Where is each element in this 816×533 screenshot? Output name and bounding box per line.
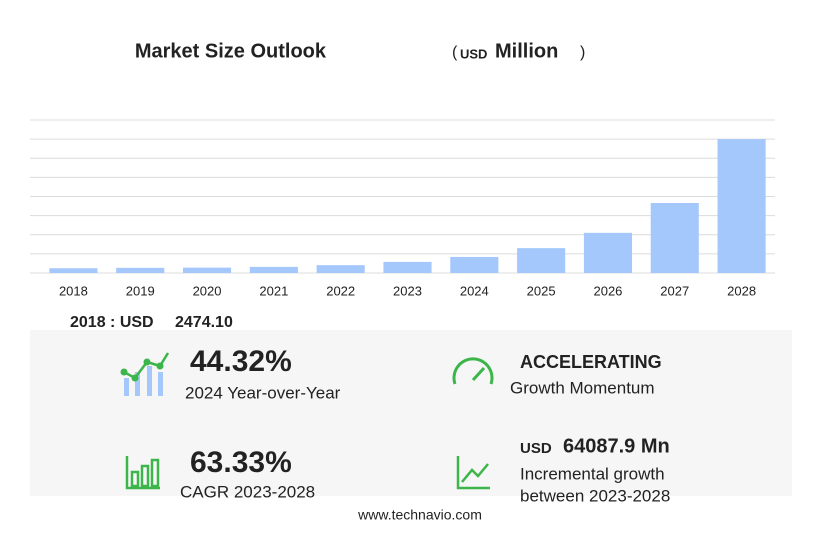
- unit-currency: USD: [460, 46, 487, 61]
- x-tick-label: 2018: [59, 283, 88, 298]
- x-tick-label: 2028: [727, 283, 756, 298]
- x-tick-label: 2020: [193, 283, 222, 298]
- bar: [182, 267, 232, 273]
- increment-icon: [456, 456, 490, 490]
- bar: [383, 261, 432, 273]
- yoy-label: 2024 Year-over-Year: [185, 383, 341, 402]
- unit: Million: [495, 40, 558, 62]
- base-label: 2018 : USD: [70, 314, 154, 331]
- bar: [450, 256, 499, 273]
- momentum-label: Growth Momentum: [510, 378, 655, 397]
- bar: [116, 267, 165, 273]
- cagr-icon: [125, 456, 160, 490]
- yoy-icon: [120, 352, 170, 396]
- x-tick-label: 2025: [527, 283, 556, 298]
- bar: [583, 232, 633, 273]
- x-tick-label: 2021: [259, 283, 288, 298]
- summary-panel: [30, 330, 792, 496]
- bar: [517, 248, 566, 273]
- unit-close: ): [580, 44, 585, 61]
- yoy-value: 44.32%: [190, 345, 292, 378]
- increment-label-2: between 2023-2028: [520, 486, 670, 505]
- bar: [249, 266, 298, 273]
- momentum-icon: [452, 357, 494, 385]
- x-tick-label: 2027: [660, 283, 689, 298]
- cagr-label: CAGR 2023-2028: [180, 482, 315, 501]
- x-tick-label: 2019: [126, 283, 155, 298]
- cagr-value: 63.33%: [190, 446, 292, 479]
- x-tick-label: 2022: [326, 283, 355, 298]
- chart-title: Market Size Outlook: [135, 40, 327, 62]
- increment-currency: USD: [520, 440, 552, 457]
- unit-open: (: [452, 44, 458, 61]
- x-tick-label: 2026: [593, 283, 622, 298]
- x-tick-label: 2023: [393, 283, 422, 298]
- increment-value: 64087.9 Mn: [563, 435, 670, 457]
- base-value: 2474.10: [175, 314, 233, 331]
- bar: [316, 265, 365, 273]
- bar: [717, 139, 766, 273]
- bar: [49, 268, 98, 273]
- momentum-value: ACCELERATING: [520, 352, 662, 372]
- x-tick-label: 2024: [460, 283, 489, 298]
- footer: www.technavio.com: [357, 507, 482, 523]
- bar: [650, 203, 699, 273]
- increment-label-1: Incremental growth: [520, 464, 665, 483]
